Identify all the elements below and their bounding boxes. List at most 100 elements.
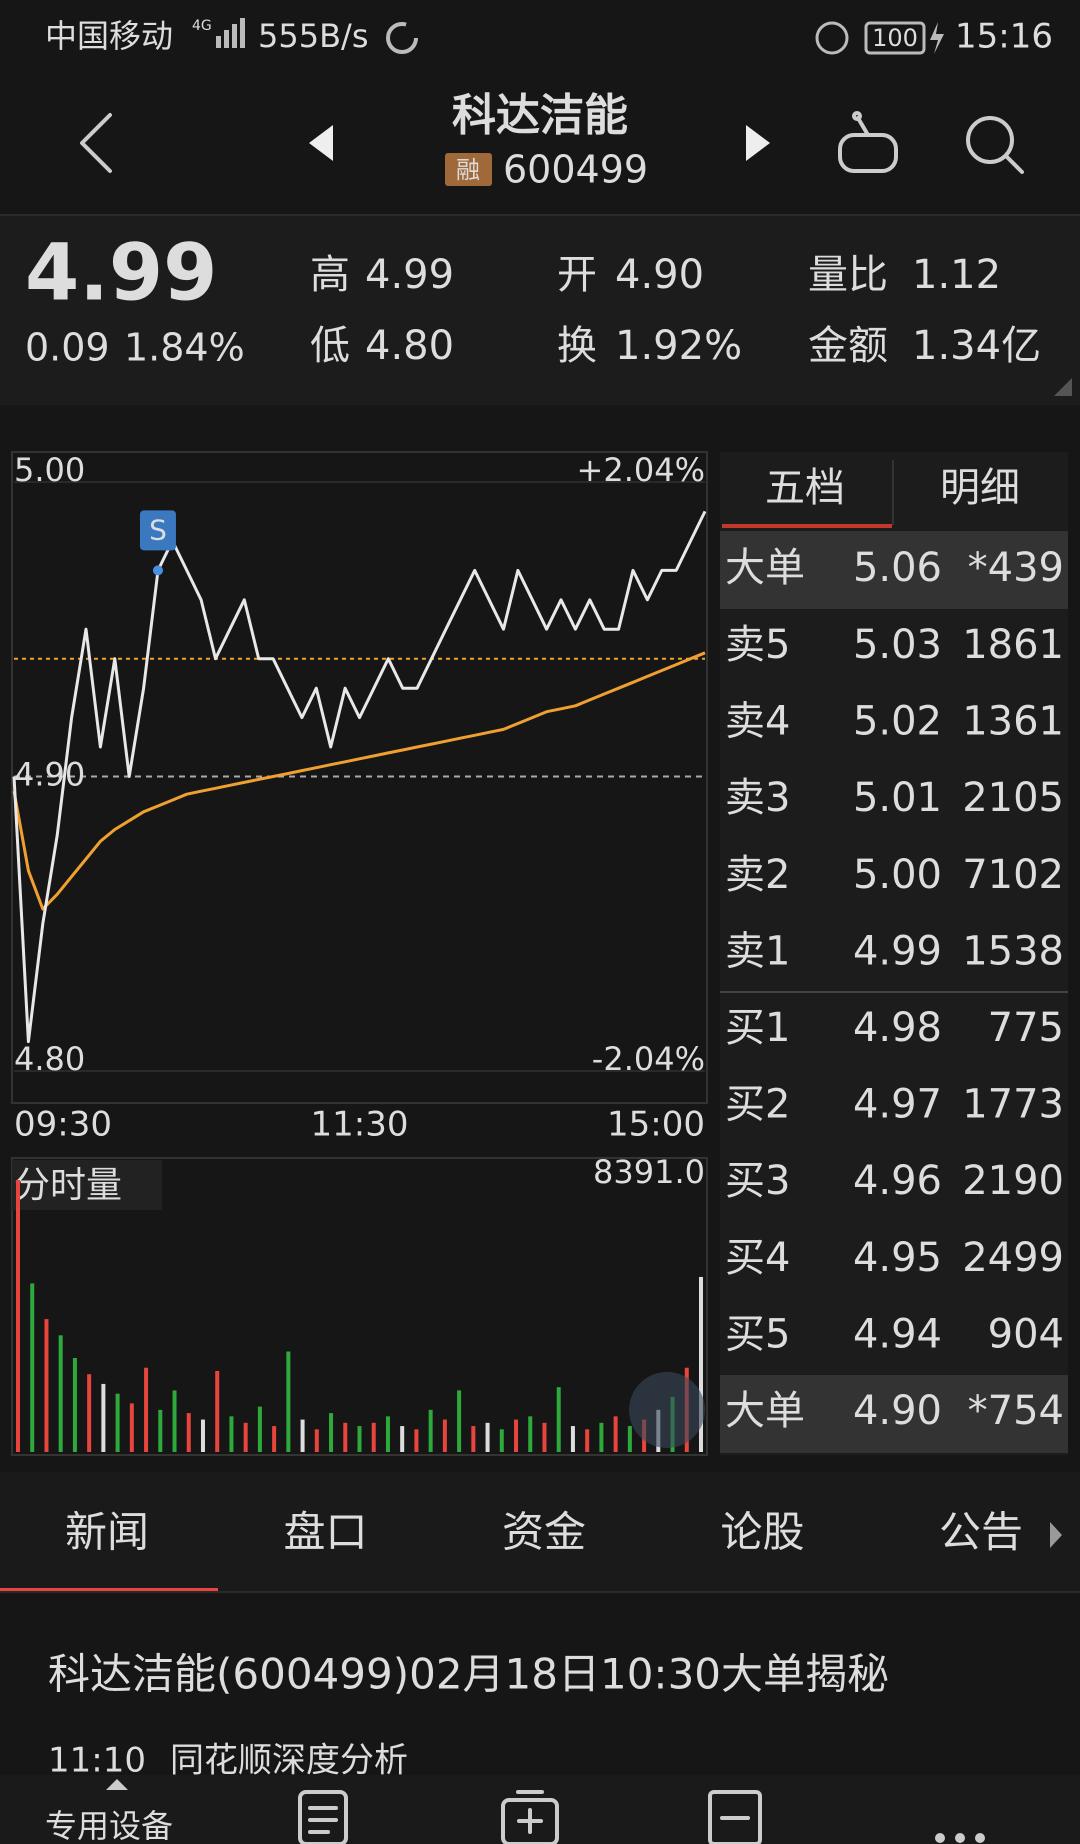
remove-button[interactable]	[708, 1790, 762, 1844]
book-price: 4.97	[853, 1082, 942, 1128]
volume-bar	[400, 1426, 405, 1452]
book-label: 卖3	[725, 775, 790, 821]
volume-bar	[556, 1387, 561, 1452]
back-button[interactable]	[80, 113, 112, 173]
battery-level: 100	[872, 24, 918, 52]
prev-stock[interactable]	[309, 125, 333, 161]
next-stock[interactable]	[746, 125, 770, 161]
y2-tick-label: -2.04%	[592, 1040, 705, 1078]
signal-label: S	[149, 513, 167, 546]
book-price: 5.06	[853, 545, 942, 591]
tabs: 新闻 盘口 资金 论股 公告	[65, 1508, 1023, 1557]
volume-bar	[172, 1390, 177, 1452]
expand-arrow[interactable]	[106, 1779, 128, 1790]
book-volume: 1361	[962, 699, 1064, 745]
volume-bar	[87, 1374, 92, 1452]
book-price: 4.94	[853, 1311, 942, 1357]
battery	[864, 21, 926, 55]
quote-fields: 高 4.99 低 4.80 开 4.90 换 1.92% 量比 1.12 金额 1.34亿	[310, 252, 1041, 369]
book-volume: 1538	[962, 928, 1064, 974]
search-button[interactable]	[966, 116, 1024, 174]
y2-tick-label: +2.04%	[577, 451, 705, 489]
margin-badge	[445, 153, 492, 186]
volume-bar	[243, 1422, 248, 1452]
volume-bar	[570, 1426, 575, 1452]
book-volume: 904	[988, 1311, 1064, 1357]
field-label: 换	[557, 323, 597, 369]
nav-tab[interactable]: 论股	[720, 1508, 804, 1557]
signal-dot	[152, 565, 163, 576]
add-button[interactable]	[501, 1790, 559, 1844]
robot-button[interactable]	[838, 111, 898, 173]
book-price: 5.02	[853, 699, 942, 745]
x-tick-label: 15:00	[607, 1105, 705, 1145]
y-tick-label: 5.00	[14, 451, 85, 489]
volume-bar	[627, 1426, 632, 1452]
book-label: 卖4	[725, 699, 790, 745]
book-price: 4.95	[853, 1235, 942, 1281]
book-tab[interactable]: 明细	[940, 465, 1020, 511]
note-button[interactable]	[298, 1790, 348, 1844]
clock: 15:16	[955, 17, 1053, 57]
nav-tab[interactable]: 公告	[939, 1508, 1023, 1557]
nav-tab[interactable]: 新闻	[65, 1508, 149, 1557]
nav-tab[interactable]: 资金	[502, 1508, 586, 1557]
book-price: 4.98	[853, 1005, 942, 1051]
book-volume: 2190	[962, 1158, 1064, 1204]
more-button[interactable]	[935, 1833, 985, 1843]
book-price: 5.00	[853, 852, 942, 898]
volume-bar	[158, 1409, 163, 1452]
expand-corner[interactable]	[1054, 378, 1072, 396]
x-tick-label: 11:30	[311, 1105, 409, 1145]
field-value: 1.34亿	[912, 323, 1041, 369]
volume-bar	[528, 1416, 533, 1452]
y-tick-label: 4.80	[14, 1040, 85, 1078]
change-pct: 1.84%	[124, 326, 245, 370]
more-tabs[interactable]	[1050, 1522, 1062, 1548]
book-label: 买3	[725, 1158, 790, 1204]
fullscreen-button[interactable]	[629, 1372, 705, 1448]
tab-underline	[722, 524, 892, 528]
volume-bar	[542, 1422, 547, 1452]
chart-layer: 5.00 4.90 4.80 +2.04% -2.04% 09:30 11:30 15:00 S…	[12, 451, 707, 1452]
field-value: 1.12	[912, 252, 1001, 298]
change: 0.09	[25, 326, 110, 370]
network: 4G	[192, 18, 212, 34]
volume-bar	[72, 1357, 77, 1452]
nav-tab[interactable]: 盘口	[283, 1508, 367, 1557]
x-tick-label: 09:30	[14, 1105, 112, 1145]
book-label: 卖1	[725, 928, 790, 974]
field-label: 低	[310, 323, 350, 369]
book-tab[interactable]: 五档	[765, 465, 845, 511]
news-headline[interactable]: 科达洁能(600499)02月18日10:30大单揭秘	[48, 1650, 889, 1699]
book-volume: *754	[968, 1388, 1064, 1434]
volume-bar	[414, 1429, 419, 1452]
bottom-bar	[0, 1775, 1080, 1844]
volume-bar	[229, 1416, 234, 1452]
book-label: 卖5	[725, 622, 790, 668]
volume-bar	[300, 1419, 305, 1452]
sector-label[interactable]: 专用设备	[45, 1807, 173, 1844]
volume-bar	[371, 1422, 376, 1452]
volume-bar	[215, 1370, 220, 1452]
volume-bar	[115, 1393, 120, 1452]
volume-bar	[272, 1426, 277, 1452]
book-volume: 775	[988, 1005, 1064, 1051]
book-price: 4.99	[853, 928, 942, 974]
volume-bar	[58, 1335, 63, 1452]
volume-bar	[286, 1351, 291, 1452]
book-volume: *439	[968, 545, 1064, 591]
stock-code: 600499	[503, 148, 648, 192]
volume-bar	[257, 1406, 262, 1452]
price-line	[12, 510, 707, 1044]
volume-bar	[442, 1419, 447, 1452]
volume-bar	[16, 1180, 20, 1452]
volume-bar	[699, 1276, 703, 1452]
price-line	[12, 651, 706, 911]
field-value: 4.99	[365, 252, 454, 298]
volume-bar	[357, 1426, 362, 1452]
volume-bar	[144, 1367, 149, 1452]
stock-name: 科达洁能	[452, 90, 628, 141]
book-price: 4.96	[853, 1158, 942, 1204]
